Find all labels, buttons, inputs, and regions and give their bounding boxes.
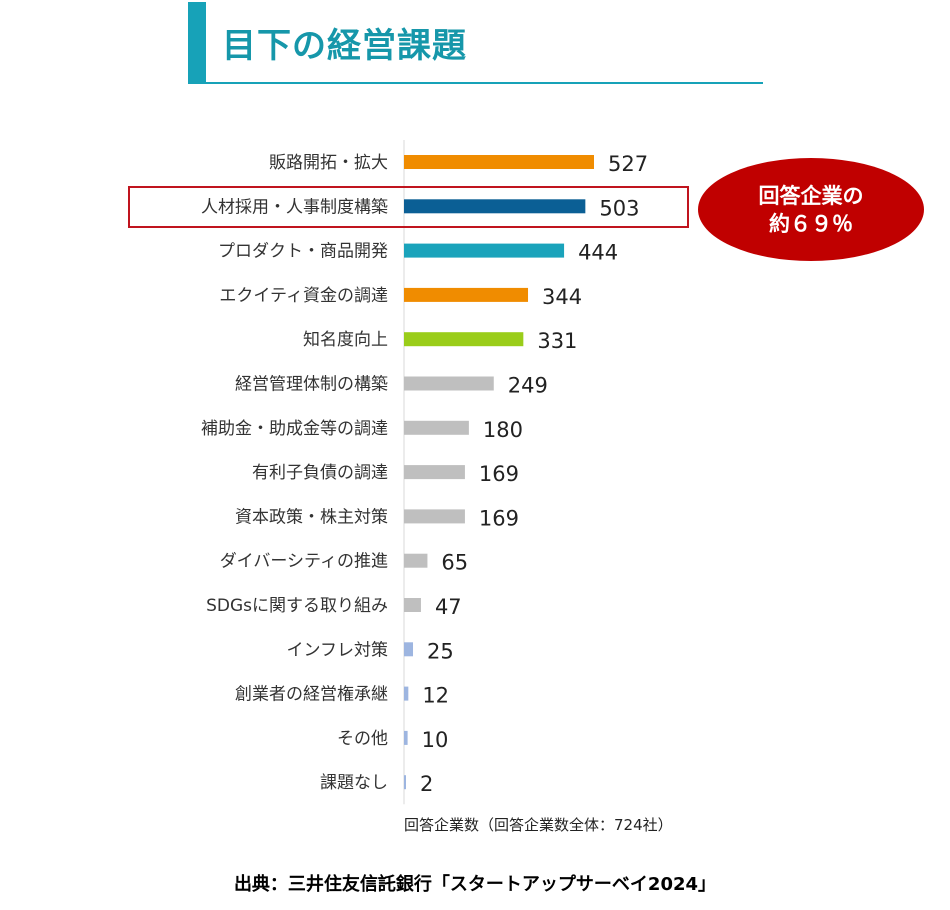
value-label: 10 (422, 728, 449, 752)
value-label: 169 (479, 506, 519, 530)
value-label: 2 (420, 772, 433, 796)
category-label: 経営管理体制の構築 (235, 375, 388, 395)
bar (404, 642, 414, 657)
title-accent-bar (188, 2, 206, 82)
category-label: 販路開拓・拡大 (269, 153, 388, 173)
value-label: 444 (578, 241, 618, 265)
category-label: 有利子負債の調達 (252, 463, 388, 483)
chart-title: 目下の経営課題 (222, 26, 467, 66)
value-label: 12 (422, 684, 449, 708)
category-label: 課題なし (320, 773, 388, 793)
category-label: 人材採用・人事制度構築 (201, 197, 388, 217)
category-label: エクイティ資金の調達 (219, 286, 388, 306)
bar (404, 465, 465, 480)
category-label: 資本政策・株主対策 (235, 507, 388, 527)
value-label: 65 (441, 551, 468, 575)
value-label: 47 (435, 595, 462, 619)
bar (404, 686, 409, 701)
value-label: 503 (599, 196, 639, 220)
category-label: インフレ対策 (287, 640, 389, 660)
bar (404, 775, 406, 790)
bar (404, 332, 524, 347)
category-label: 創業者の経営権承継 (235, 685, 388, 705)
value-label: 527 (608, 152, 648, 176)
callout-line-1: 回答企業の (758, 183, 864, 208)
value-label: 344 (542, 285, 582, 309)
callout-bubble: 回答企業の 約６９％ (698, 158, 924, 261)
category-label: その他 (337, 729, 388, 749)
value-label: 331 (537, 329, 577, 353)
bar (404, 553, 428, 568)
value-label: 249 (508, 374, 548, 398)
highlight-box (128, 186, 689, 228)
category-label: プロダクト・商品開発 (218, 242, 388, 262)
bar (404, 598, 421, 612)
value-label: 169 (479, 462, 519, 486)
callout-line-2: 約６９％ (769, 211, 853, 236)
category-label: SDGsに関する取り組み (206, 596, 388, 616)
footnote: 回答企業数（回答企業数全体：724社） (404, 816, 673, 834)
value-label: 180 (483, 418, 523, 442)
bar (404, 199, 586, 214)
bar (404, 420, 469, 435)
title-underline (188, 82, 763, 84)
source-credit: 出典：三井住友信託銀行「スタートアップサーベイ2024」 (233, 874, 717, 895)
bar (404, 243, 565, 258)
bar (404, 376, 494, 391)
category-label: ダイバーシティの推進 (220, 552, 388, 572)
bar (404, 509, 465, 524)
bar (404, 155, 594, 169)
category-label: 知名度向上 (303, 330, 388, 350)
bar (404, 287, 529, 302)
category-label: 補助金・助成金等の調達 (201, 419, 388, 439)
bar (404, 730, 408, 745)
value-label: 25 (427, 639, 454, 663)
